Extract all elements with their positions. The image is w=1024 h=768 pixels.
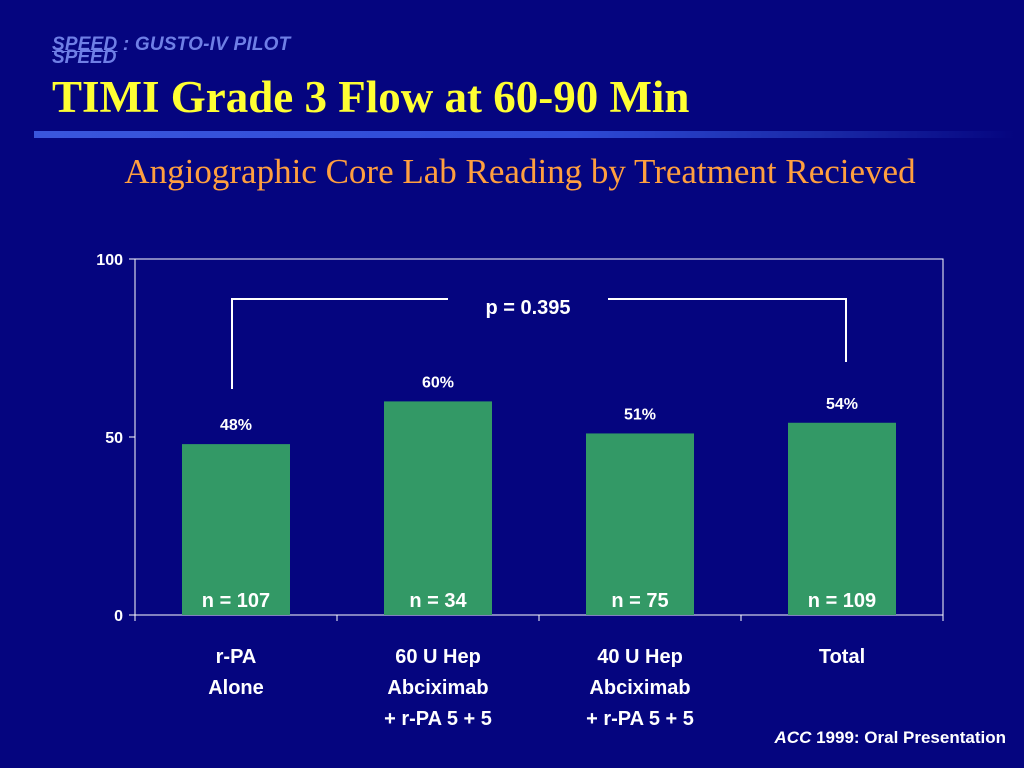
study-tag: SPEED : GUSTO-IV PILOT (52, 34, 290, 56)
bar-value-label: 48% (220, 417, 252, 434)
x-category-label: Alone (208, 677, 264, 699)
bracket-right (608, 298, 847, 362)
x-category-label: r-PA (216, 646, 257, 668)
p-value-annotation: p = 0.395 (485, 297, 570, 319)
y-tick-label: 100 (96, 252, 123, 269)
citation-rest: 1999: Oral Presentation (811, 728, 1006, 747)
study-tag-speed-echo: SPEED (52, 47, 117, 68)
x-category-label: 60 U Hep (395, 646, 481, 668)
bar-n-label: n = 107 (202, 590, 270, 612)
bracket-left (231, 298, 448, 389)
study-tag-rest: : GUSTO-IV PILOT (117, 34, 291, 55)
bar-n-label: n = 75 (611, 590, 668, 612)
slide-subtitle: Angiographic Core Lab Reading by Treatme… (124, 152, 916, 191)
x-category-label: Total (819, 646, 865, 668)
citation-source: ACC (774, 728, 812, 747)
x-category-label: Abciximab (387, 677, 488, 699)
slide-title: TIMI Grade 3 Flow at 60-90 Min (52, 72, 690, 122)
bar-n-label: n = 109 (808, 590, 876, 612)
bar-value-label: 60% (422, 374, 454, 391)
bar-n-label: n = 34 (409, 590, 467, 612)
y-tick-label: 50 (105, 430, 123, 447)
study-tag-speed: SPEED (52, 34, 118, 55)
x-category-label: Abciximab (589, 677, 690, 699)
x-category-label: + r-PA 5 + 5 (586, 708, 694, 730)
citation: ACC 1999: Oral Presentation (775, 728, 1006, 748)
bar-value-label: 54% (826, 396, 858, 413)
x-category-label: + r-PA 5 + 5 (384, 708, 492, 730)
bar-value-label: 51% (624, 406, 656, 423)
y-tick-label: 0 (114, 608, 123, 625)
bar (182, 444, 290, 615)
bar (586, 433, 694, 615)
title-underline-rule (34, 131, 1014, 138)
bar (788, 422, 896, 615)
x-category-label: 40 U Hep (597, 646, 683, 668)
bar (384, 401, 492, 615)
